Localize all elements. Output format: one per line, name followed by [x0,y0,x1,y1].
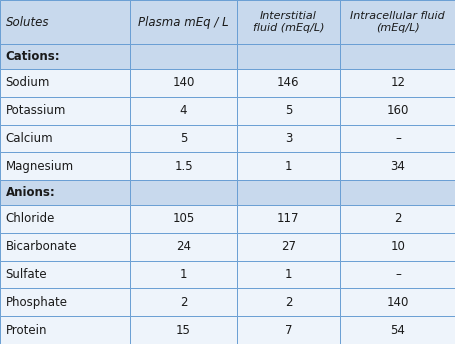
Text: Protein: Protein [5,324,47,337]
Text: 1.5: 1.5 [174,160,192,173]
Bar [130,205,237,233]
Bar [339,233,455,261]
Text: 146: 146 [277,76,299,89]
Bar [237,69,339,97]
Text: 5: 5 [179,132,187,145]
Text: Chloride: Chloride [5,213,55,225]
Text: 140: 140 [386,296,408,309]
Bar [130,152,237,180]
Bar [130,125,237,152]
Text: 4: 4 [179,104,187,117]
Text: 24: 24 [176,240,191,253]
Bar [237,0,339,44]
Text: –: – [394,268,400,281]
Bar [237,233,339,261]
Text: 105: 105 [172,213,194,225]
Bar [237,288,339,316]
Text: Bicarbonate: Bicarbonate [5,240,77,253]
Bar [0,233,130,261]
Bar [130,0,237,44]
Text: Calcium: Calcium [5,132,53,145]
Bar [130,288,237,316]
Bar [339,288,455,316]
Text: 2: 2 [393,213,401,225]
Text: 1: 1 [179,268,187,281]
Bar [130,180,237,205]
Text: –: – [394,132,400,145]
Bar [339,44,455,69]
Bar [0,0,130,44]
Bar [237,261,339,288]
Bar [0,152,130,180]
Text: Solutes: Solutes [5,16,49,29]
Text: 27: 27 [280,240,295,253]
Bar [0,205,130,233]
Bar [237,97,339,125]
Bar [130,69,237,97]
Bar [339,316,455,344]
Bar [0,316,130,344]
Bar [0,288,130,316]
Bar [339,261,455,288]
Text: 34: 34 [389,160,404,173]
Text: 2: 2 [284,296,292,309]
Bar [0,261,130,288]
Bar [130,233,237,261]
Bar [339,97,455,125]
Text: 3: 3 [284,132,292,145]
Bar [339,180,455,205]
Bar [237,125,339,152]
Bar [0,97,130,125]
Text: 7: 7 [284,324,292,337]
Text: 1: 1 [284,160,292,173]
Bar [339,0,455,44]
Bar [0,69,130,97]
Bar [130,97,237,125]
Text: 5: 5 [284,104,292,117]
Text: Phosphate: Phosphate [5,296,67,309]
Bar [130,261,237,288]
Text: 54: 54 [389,324,404,337]
Bar [0,125,130,152]
Bar [237,180,339,205]
Bar [339,152,455,180]
Text: Interstitial
fluid (mEq/L): Interstitial fluid (mEq/L) [252,11,324,33]
Text: 117: 117 [277,213,299,225]
Text: 140: 140 [172,76,194,89]
Text: Magnesium: Magnesium [5,160,73,173]
Text: Plasma mEq / L: Plasma mEq / L [138,16,228,29]
Text: Anions:: Anions: [5,186,55,199]
Text: 2: 2 [179,296,187,309]
Text: 15: 15 [176,324,191,337]
Text: Sodium: Sodium [5,76,50,89]
Text: 12: 12 [389,76,404,89]
Bar [0,44,130,69]
Text: 10: 10 [389,240,404,253]
Bar [237,44,339,69]
Bar [339,69,455,97]
Text: 160: 160 [386,104,408,117]
Text: Sulfate: Sulfate [5,268,47,281]
Text: Potassium: Potassium [5,104,66,117]
Bar [130,44,237,69]
Bar [237,316,339,344]
Bar [237,152,339,180]
Text: Intracellular fluid
(mEq/L): Intracellular fluid (mEq/L) [350,11,444,33]
Bar [339,125,455,152]
Text: 1: 1 [284,268,292,281]
Bar [130,316,237,344]
Bar [0,180,130,205]
Bar [237,205,339,233]
Bar [339,205,455,233]
Text: Cations:: Cations: [5,50,60,63]
